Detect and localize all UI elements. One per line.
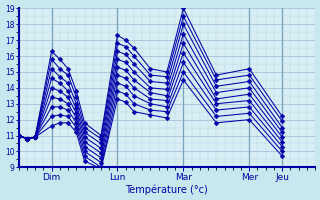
X-axis label: Température (°c): Température (°c) [125,185,208,195]
